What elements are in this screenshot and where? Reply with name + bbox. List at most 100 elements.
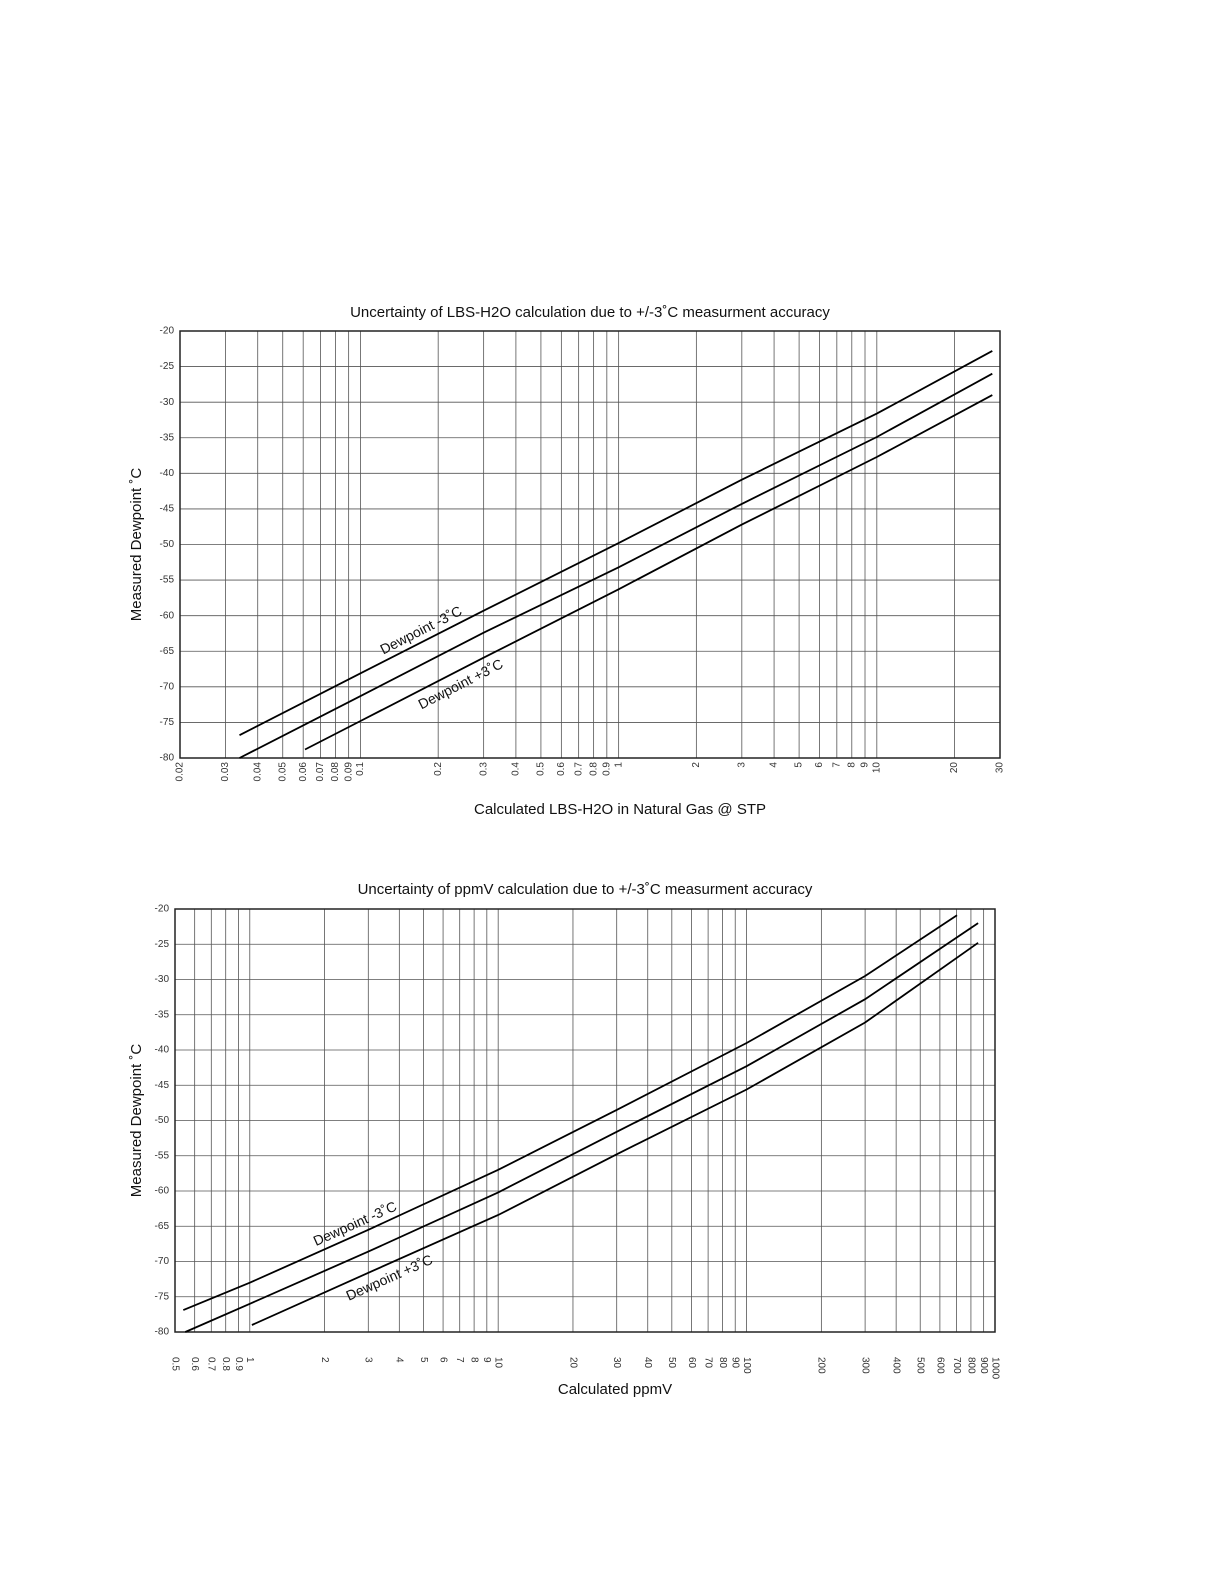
data-line bbox=[184, 922, 979, 1333]
x-tick-label: 6 bbox=[437, 1357, 448, 1363]
x-tick-label: 5 bbox=[418, 1357, 429, 1363]
x-tick-label: 0.1 bbox=[355, 762, 366, 776]
y-tick-label: -75 bbox=[155, 1291, 170, 1302]
x-tick-label: 400 bbox=[891, 1357, 902, 1374]
x-tick-label: 0.03 bbox=[220, 762, 231, 782]
y-axis-label: Measured Dewpoint ˚C bbox=[128, 468, 145, 622]
x-tick-label: 20 bbox=[949, 762, 960, 774]
x-tick-label: 0.5 bbox=[536, 762, 547, 776]
x-tick-label: 10 bbox=[871, 762, 882, 774]
y-tick-label: -35 bbox=[155, 1009, 170, 1020]
x-tick-label: 1 bbox=[244, 1357, 255, 1363]
x-tick-label: 10 bbox=[493, 1357, 504, 1369]
x-tick-label: 60 bbox=[686, 1357, 697, 1369]
x-tick-label: 600 bbox=[934, 1357, 945, 1374]
y-axis-label: Measured Dewpoint ˚C bbox=[128, 1044, 145, 1198]
chart-title: Uncertainty of ppmV calculation due to +… bbox=[358, 881, 813, 898]
x-tick-label: 9 bbox=[860, 762, 871, 768]
y-tick-label: -55 bbox=[155, 1150, 170, 1161]
x-tick-label: 0.9 bbox=[233, 1357, 244, 1371]
y-tick-label: -45 bbox=[160, 504, 175, 515]
x-tick-label: 0.04 bbox=[252, 762, 263, 782]
y-tick-label: -65 bbox=[160, 646, 175, 657]
line-annotation: Dewpoint +3˚C bbox=[415, 655, 505, 712]
y-tick-label: -45 bbox=[155, 1080, 170, 1091]
x-tick-label: 80 bbox=[717, 1357, 728, 1369]
plot-frame bbox=[179, 330, 1001, 759]
y-tick-label: -55 bbox=[160, 575, 175, 586]
data-line bbox=[182, 914, 958, 1311]
y-tick-label: -20 bbox=[155, 904, 170, 915]
x-tick-label: 9 bbox=[481, 1357, 492, 1363]
y-tick-label: -30 bbox=[155, 974, 170, 985]
y-tick-label: -20 bbox=[160, 326, 175, 337]
y-tick-label: -40 bbox=[160, 468, 175, 479]
data-line bbox=[251, 942, 979, 1326]
x-tick-label: 1000 bbox=[989, 1357, 1000, 1380]
x-tick-label: 4 bbox=[394, 1357, 405, 1363]
x-tick-label: 0.7 bbox=[206, 1357, 217, 1371]
x-tick-label: 7 bbox=[454, 1357, 465, 1363]
y-tick-label: -60 bbox=[160, 610, 175, 621]
x-tick-label: 500 bbox=[915, 1357, 926, 1374]
x-tick-label: 30 bbox=[611, 1357, 622, 1369]
plot-frame bbox=[174, 908, 996, 1333]
y-tick-label: -30 bbox=[160, 397, 175, 408]
x-tick-label: 20 bbox=[567, 1357, 578, 1369]
x-tick-label: 2 bbox=[319, 1357, 330, 1363]
x-tick-label: 70 bbox=[702, 1357, 713, 1369]
x-tick-label: 30 bbox=[995, 762, 1006, 774]
x-tick-label: 0.2 bbox=[433, 762, 444, 776]
x-tick-label: 0.5 bbox=[169, 1357, 180, 1371]
x-tick-label: 5 bbox=[794, 762, 805, 768]
x-tick-label: 3 bbox=[736, 762, 747, 768]
y-tick-label: -50 bbox=[160, 539, 175, 550]
y-tick-label: -25 bbox=[160, 361, 175, 372]
x-tick-label: 40 bbox=[642, 1357, 653, 1369]
x-axis-label: Calculated LBS-H2O in Natural Gas @ STP bbox=[474, 801, 766, 818]
x-tick-label: 700 bbox=[951, 1357, 962, 1374]
x-tick-label: 0.09 bbox=[343, 762, 354, 782]
data-line bbox=[239, 350, 993, 737]
line-annotation: Dewpoint -3˚C bbox=[311, 1198, 399, 1249]
x-tick-label: 50 bbox=[666, 1357, 677, 1369]
x-tick-label: 200 bbox=[816, 1357, 827, 1374]
y-tick-label: -35 bbox=[160, 432, 175, 443]
x-tick-label: 0.08 bbox=[330, 762, 341, 782]
chart-title: Uncertainty of LBS-H2O calculation due t… bbox=[350, 304, 830, 321]
x-tick-label: 900 bbox=[978, 1357, 989, 1374]
x-tick-label: 0.07 bbox=[315, 762, 326, 782]
x-tick-label: 800 bbox=[965, 1357, 976, 1374]
x-tick-label: 0.6 bbox=[556, 762, 567, 776]
y-tick-label: -70 bbox=[155, 1256, 170, 1267]
x-tick-label: 2 bbox=[691, 762, 702, 768]
x-tick-label: 90 bbox=[730, 1357, 741, 1369]
y-tick-label: -75 bbox=[160, 717, 175, 728]
x-tick-label: 4 bbox=[769, 762, 780, 768]
x-tick-label: 0.8 bbox=[220, 1357, 231, 1371]
x-tick-label: 6 bbox=[814, 762, 825, 768]
y-tick-label: -40 bbox=[155, 1045, 170, 1056]
y-tick-label: -25 bbox=[155, 939, 170, 950]
x-tick-label: 3 bbox=[363, 1357, 374, 1363]
x-tick-label: 1 bbox=[613, 762, 624, 768]
x-tick-label: 0.3 bbox=[478, 762, 489, 776]
y-tick-label: -80 bbox=[160, 753, 175, 764]
y-tick-label: -70 bbox=[160, 681, 175, 692]
x-tick-label: 8 bbox=[846, 762, 857, 768]
data-line bbox=[239, 372, 993, 759]
x-tick-label: 7 bbox=[831, 762, 842, 768]
x-tick-label: 0.4 bbox=[511, 762, 522, 776]
x-tick-label: 0.02 bbox=[175, 762, 186, 782]
y-tick-label: -60 bbox=[155, 1186, 170, 1197]
x-tick-label: 0.7 bbox=[573, 762, 584, 776]
x-tick-label: 0.6 bbox=[189, 1357, 200, 1371]
x-tick-label: 0.8 bbox=[588, 762, 599, 776]
x-tick-label: 300 bbox=[859, 1357, 870, 1374]
x-tick-label: 0.05 bbox=[277, 762, 288, 782]
x-tick-label: 100 bbox=[741, 1357, 752, 1374]
y-tick-label: -80 bbox=[155, 1327, 170, 1338]
x-tick-label: 8 bbox=[468, 1357, 479, 1363]
data-line bbox=[304, 394, 993, 751]
